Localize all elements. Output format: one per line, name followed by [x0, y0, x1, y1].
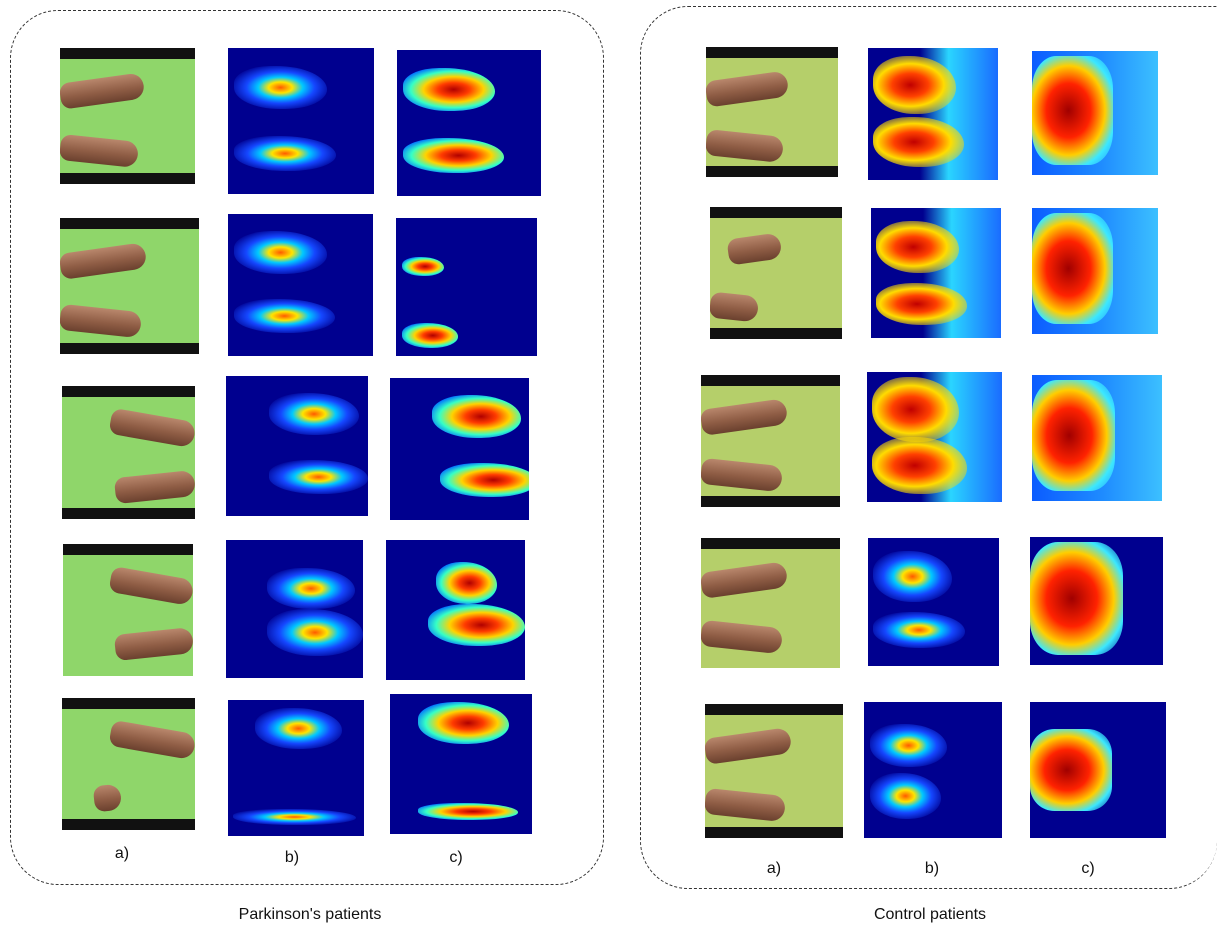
control-row1-saliency-map [868, 48, 998, 180]
control-column-label-b: b) [924, 860, 940, 877]
control-row2-photo [710, 207, 842, 339]
control-row5-saliency-map [864, 702, 1002, 838]
parkinsons-row2-activation-map [396, 218, 537, 356]
parkinsons-column-label-b: b) [284, 849, 300, 866]
control-row2-activation-map [1032, 208, 1158, 334]
parkinsons-row3-activation-map [390, 378, 529, 520]
parkinsons-row3-photo [62, 386, 195, 519]
control-column-label-c: c) [1081, 860, 1095, 877]
parkinsons-row1-activation-map [397, 50, 541, 196]
parkinsons-row4-activation-map [386, 540, 525, 680]
parkinsons-column-label-a: a) [114, 845, 130, 862]
parkinsons-row5-activation-map [390, 694, 532, 834]
parkinsons-group-frame [10, 10, 604, 885]
parkinsons-row4-photo [63, 544, 193, 676]
parkinsons-column-label-c: c) [449, 849, 463, 866]
control-row4-saliency-map [868, 538, 999, 666]
control-row5-photo [705, 704, 843, 838]
control-row4-activation-map [1030, 537, 1163, 665]
control-row5-activation-map [1030, 702, 1166, 838]
parkinsons-row1-saliency-map [228, 48, 374, 194]
control-column-label-a: a) [766, 860, 782, 877]
control-row3-activation-map [1032, 375, 1162, 501]
control-row3-photo [701, 375, 840, 507]
parkinsons-group-caption: Parkinson's patients [238, 906, 382, 923]
control-row1-photo [706, 47, 838, 177]
control-group-frame [640, 6, 1217, 889]
control-row4-photo [701, 538, 840, 668]
parkinsons-row2-photo [60, 218, 199, 354]
parkinsons-row1-photo [60, 48, 195, 184]
parkinsons-row4-saliency-map [226, 540, 363, 678]
parkinsons-row2-saliency-map [228, 214, 373, 356]
control-row2-saliency-map [871, 208, 1001, 338]
parkinsons-row5-photo [62, 698, 195, 830]
control-row1-activation-map [1032, 51, 1158, 175]
parkinsons-row5-saliency-map [228, 700, 364, 836]
control-group-caption: Control patients [873, 906, 987, 923]
parkinsons-row3-saliency-map [226, 376, 368, 516]
control-row3-saliency-map [867, 372, 1002, 502]
